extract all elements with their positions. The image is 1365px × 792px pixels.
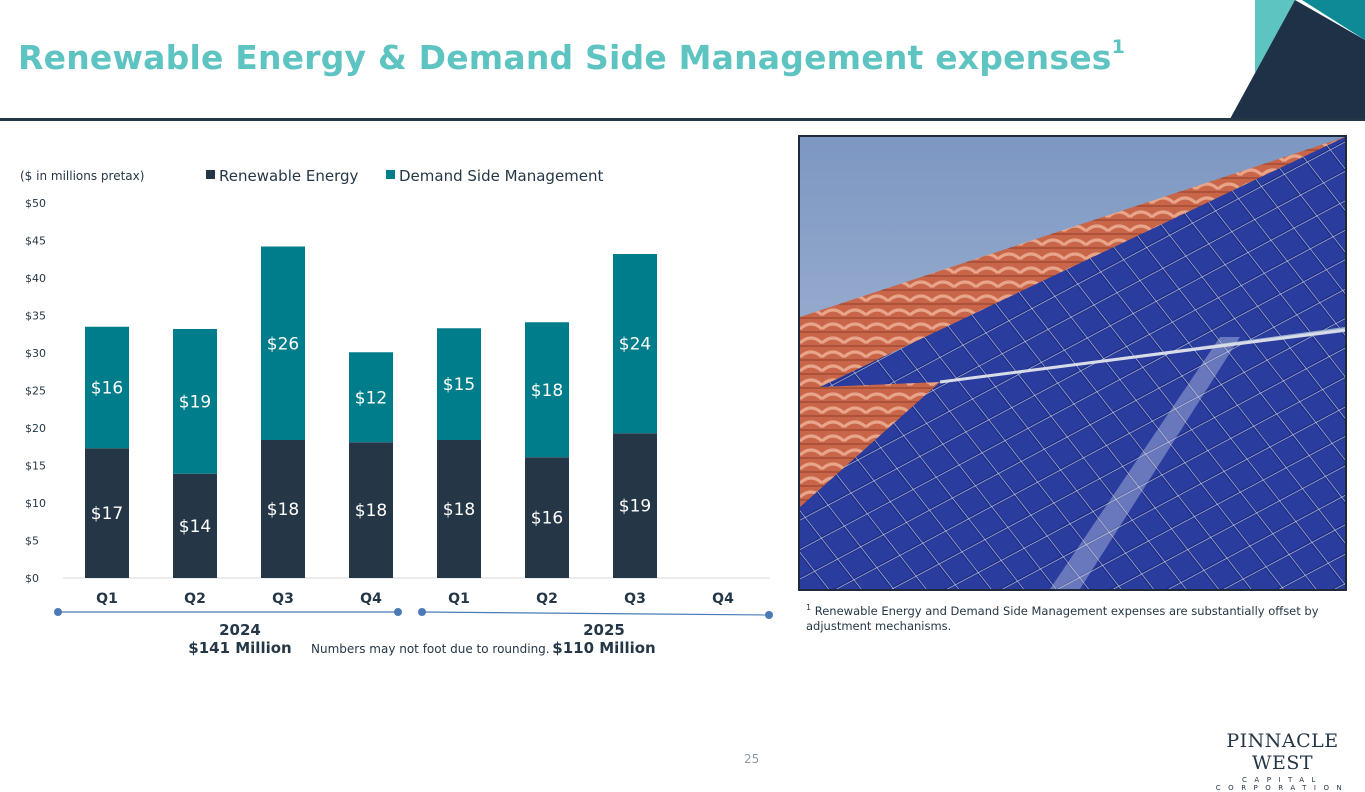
timeline-2025	[421, 611, 770, 616]
legend-swatch-dsm	[386, 170, 395, 179]
bar-renewable-6	[525, 457, 569, 578]
title-footnote-marker: 1	[1111, 36, 1126, 58]
y-tick-label: $40	[25, 272, 46, 285]
data-label-dsm-2: $19	[179, 392, 211, 412]
y-tick-label: $50	[25, 197, 46, 210]
data-label-renewable-6: $16	[531, 509, 563, 529]
footnote-text: Renewable Energy and Demand Side Managem…	[806, 603, 1319, 633]
legend-label-renewable: Renewable Energy	[219, 167, 358, 185]
photo-panel-frame	[939, 328, 1345, 384]
timeline-2024-end-dot	[394, 608, 402, 616]
x-category-label: Q4	[360, 591, 382, 607]
x-category-label: Q1	[448, 591, 470, 607]
x-category-label: Q2	[536, 591, 558, 607]
data-label-dsm-6: $18	[531, 381, 563, 401]
x-category-label: Q3	[624, 591, 646, 607]
timeline-2025-start-dot	[418, 608, 426, 616]
y-tick-label: $15	[25, 460, 46, 473]
footnote-marker: 1	[806, 603, 812, 612]
stacked-bar-chart: ($ in millions pretax) Renewable Energy …	[20, 167, 773, 657]
footnote: 1 Renewable Energy and Demand Side Manag…	[806, 600, 1346, 634]
y-tick-label: $10	[25, 497, 46, 510]
data-label-renewable-1: $17	[91, 504, 123, 524]
bars: $17 $16 $14 $19 $18 $26 $18 $12 $18 $15 $16 $18 $19 $…	[85, 246, 657, 578]
y-tick-label: $0	[25, 572, 39, 585]
x-category-label: Q1	[96, 591, 118, 607]
company-logo: PINNACLE WEST CAPITAL CORPORATION	[1200, 730, 1365, 792]
y-tick-label: $45	[25, 235, 46, 248]
group-2025-year: 2025	[583, 621, 625, 639]
unit-label: ($ in millions pretax)	[20, 169, 144, 183]
corner-teal-shape	[1255, 0, 1365, 40]
corner-dark-shape	[1230, 0, 1365, 119]
x-category-label: Q4	[712, 591, 734, 607]
data-label-dsm-3: $26	[267, 334, 299, 354]
page-title: Renewable Energy & Demand Side Managemen…	[18, 36, 1126, 77]
year-timeline	[54, 608, 773, 619]
header-rule	[0, 118, 1365, 121]
y-axis: $0 $5 $10 $15 $20 $25 $30 $35 $40 $45 $50	[25, 197, 46, 585]
photo-panel-upper	[820, 137, 1345, 387]
bar-dsm-3	[261, 246, 305, 440]
y-tick-label: $25	[25, 385, 46, 398]
corner-decoration	[1230, 0, 1365, 119]
bar-dsm-7	[613, 254, 657, 434]
bar-renewable-5	[437, 440, 481, 578]
photo-roof-lower	[800, 367, 950, 467]
logo-subtitle: CAPITAL CORPORATION	[1215, 776, 1350, 792]
page-title-text: Renewable Energy & Demand Side Managemen…	[18, 38, 1112, 77]
data-label-dsm-5: $15	[443, 375, 475, 395]
y-tick-label: $35	[25, 310, 46, 323]
bar-renewable-2	[173, 473, 217, 578]
timeline-2025-end-dot	[765, 611, 773, 619]
y-tick-label: $20	[25, 422, 46, 435]
bar-dsm-6	[525, 322, 569, 458]
rounding-note: Numbers may not foot due to rounding.	[311, 642, 550, 656]
legend-label-dsm: Demand Side Management	[399, 167, 604, 185]
y-tick-label: $5	[25, 535, 39, 548]
group-2025-total: $110 Million	[552, 639, 655, 657]
logo-name: PINNACLE WEST	[1226, 730, 1339, 774]
bar-renewable-1	[85, 448, 129, 578]
data-label-dsm-7: $24	[619, 335, 651, 355]
bar-renewable-3	[261, 440, 305, 578]
bar-dsm-1	[85, 326, 129, 449]
data-label-dsm-4: $12	[355, 388, 387, 408]
bar-dsm-2	[173, 329, 217, 474]
corner-light-top	[1255, 0, 1292, 60]
page-number: 25	[744, 752, 760, 766]
group-2024-total: $141 Million	[188, 639, 291, 657]
data-label-dsm-1: $16	[91, 379, 123, 399]
data-label-renewable-3: $18	[267, 500, 299, 520]
x-axis-categories: Q1 Q2 Q3 Q4 Q1 Q2 Q3 Q4	[96, 591, 734, 607]
solar-panels-illustration	[800, 137, 1345, 589]
timeline-2024-start-dot	[54, 608, 62, 616]
photo-panel-shine	[1050, 337, 1240, 589]
solar-panels-photo	[798, 135, 1347, 591]
data-label-renewable-4: $18	[355, 501, 387, 521]
data-label-renewable-5: $18	[443, 500, 475, 520]
legend: Renewable Energy Demand Side Management	[206, 167, 604, 185]
bar-renewable-7	[613, 433, 657, 578]
bar-dsm-4	[349, 352, 393, 443]
bar-renewable-4	[349, 442, 393, 578]
y-tick-label: $30	[25, 347, 46, 360]
group-2024-year: 2024	[219, 621, 261, 639]
data-label-renewable-2: $14	[179, 517, 211, 537]
bar-dsm-5	[437, 328, 481, 440]
x-category-label: Q3	[272, 591, 294, 607]
x-category-label: Q2	[184, 591, 206, 607]
photo-panel-lower	[800, 332, 1345, 589]
data-label-renewable-7: $19	[619, 497, 651, 517]
legend-swatch-renewable	[206, 170, 215, 179]
